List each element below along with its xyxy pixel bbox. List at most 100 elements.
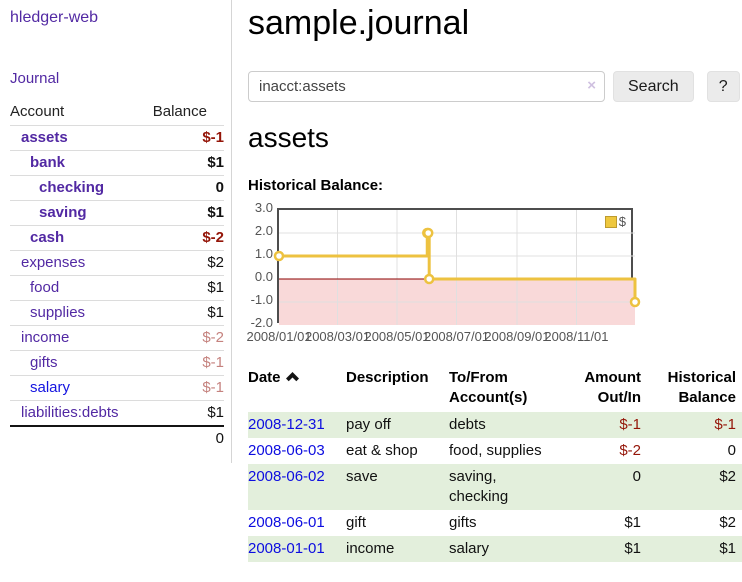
account-link-liabilities-debts[interactable]: liabilities:debts [21,404,119,421]
txn-date-link[interactable]: 2008-06-02 [248,468,325,485]
txn-description: gift [346,514,367,531]
account-row: bank $1 [10,150,224,176]
page-title: sample.journal [248,4,470,42]
clear-search-icon[interactable]: × [587,77,596,94]
account-link-bank[interactable]: bank [30,154,66,171]
x-axis-tick-label: 2008/05/01 [364,329,430,344]
y-axis-tick-label: -1.0 [250,292,273,307]
account-row: expenses $2 [10,250,224,276]
chart-legend: $ [604,214,626,229]
txn-amount: $1 [624,540,641,557]
txn-accounts: food, supplies [449,442,542,459]
search-button[interactable]: Search [613,71,694,102]
account-link-saving[interactable]: saving [39,204,87,221]
txn-amount: $-1 [619,416,641,433]
account-balance: $2 [152,250,224,276]
amount-column-header: Amount Out/In [584,369,641,406]
y-axis-tick-label: 3.0 [254,200,273,215]
balance-column-header: Balance [152,103,207,120]
balance-column-header: Historical Balance [667,369,736,406]
account-balance: $-1 [152,375,224,401]
register-table: Date Description To/From Account(s) Amou… [248,366,742,562]
account-link-food[interactable]: food [30,279,60,296]
account-balance: $-1 [152,350,224,376]
account-link-checking[interactable]: checking [39,179,105,196]
account-row: supplies $1 [10,300,224,326]
account-heading: assets [248,122,329,153]
account-row: saving $1 [10,200,224,226]
account-link-gifts[interactable]: gifts [30,354,58,371]
txn-amount: $-2 [619,442,641,459]
register-header-row: Date Description To/From Account(s) Amou… [248,366,742,412]
y-axis-tick-label: 0.0 [254,269,273,284]
account-row: liabilities:debts $1 [10,400,224,426]
chart-plot-area: $ [273,208,641,325]
txn-description: eat & shop [346,442,418,459]
app-title-link[interactable]: hledger-web [10,9,99,26]
account-link-supplies[interactable]: supplies [30,304,86,321]
account-row: gifts $-1 [10,350,224,376]
account-row: checking 0 [10,175,224,201]
txn-row: 2008-01-01 income salary $1 $1 [248,536,742,562]
historical-balance-chart: $ 3.0 2.0 1.0 0.0 -1.0 -2.0 2008/01/01 2008/03/… [246,200,742,351]
account-column-header: To/From Account(s) [449,369,528,406]
sidebar: hledger-web Journal Account Balance asse… [0,0,232,463]
account-link-salary[interactable]: salary [30,379,71,396]
account-row: assets $-1 [10,125,224,151]
data-point-marker[interactable] [423,273,435,285]
chart-canvas [273,210,641,325]
data-point-marker[interactable] [422,227,434,239]
data-point-marker[interactable] [273,250,285,262]
y-axis-tick-label: -2.0 [250,315,273,330]
txn-row: 2008-12-31 pay off debts $-1 $-1 [248,412,742,438]
account-column-header: Account [10,103,65,120]
txn-row: 2008-06-02 save saving, checking 0 $2 [248,464,742,510]
txn-amount: $1 [624,514,641,531]
account-link-cash[interactable]: cash [30,229,65,246]
txn-date-link[interactable]: 2008-06-03 [248,442,325,459]
account-row: income $-2 [10,325,224,351]
txn-description: pay off [346,416,391,433]
account-balance: $1 [152,300,224,326]
main-content: sample.journal × Search ? assets Histori… [246,0,742,562]
legend-swatch [604,215,617,228]
txn-row: 2008-06-03 eat & shop food, supplies $-2… [248,438,742,464]
txn-date-link[interactable]: 2008-01-01 [248,540,325,557]
description-column-header: Description [346,369,429,386]
account-balance: $-2 [152,325,224,351]
account-balance: $1 [152,275,224,301]
txn-accounts: gifts [449,514,477,531]
chart-title: Historical Balance: [248,177,384,194]
x-axis-tick-label: 2008/11/01 [544,329,609,344]
account-link-expenses[interactable]: expenses [21,254,86,271]
txn-date-link[interactable]: 2008-12-31 [248,416,325,433]
txn-date-link[interactable]: 2008-06-01 [248,514,325,531]
account-balance: $-1 [152,125,224,151]
sidebar-item-journal[interactable]: Journal [10,70,60,87]
account-balance: $1 [152,400,224,426]
txn-description: save [346,468,378,485]
txn-balance: $2 [719,514,736,531]
txn-balance: $-1 [714,416,736,433]
date-column-header[interactable]: Date [248,366,346,412]
account-balance: 0 [152,175,224,201]
x-axis-tick-label: 2008/07/01 [423,329,490,344]
account-total-balance: 0 [152,425,224,451]
txn-description: income [346,540,395,557]
txn-accounts: saving, checking [449,468,509,505]
y-axis-tick-label: 1.0 [254,246,273,261]
account-link-income[interactable]: income [21,329,70,346]
txn-balance: $1 [719,540,736,557]
account-balance: $-2 [152,225,224,251]
search-input[interactable] [248,71,605,102]
data-point-marker[interactable] [629,296,641,308]
help-button[interactable]: ? [706,71,740,102]
account-balance: $1 [152,200,224,226]
account-row: cash $-2 [10,225,224,251]
account-balance: $1 [152,150,224,176]
txn-accounts: salary [449,540,490,557]
sort-ascending-icon [285,368,299,388]
account-link-assets[interactable]: assets [21,129,68,146]
account-table-header-row: Account Balance [10,100,224,126]
x-axis-tick-label: 2008/03/01 [304,329,371,344]
